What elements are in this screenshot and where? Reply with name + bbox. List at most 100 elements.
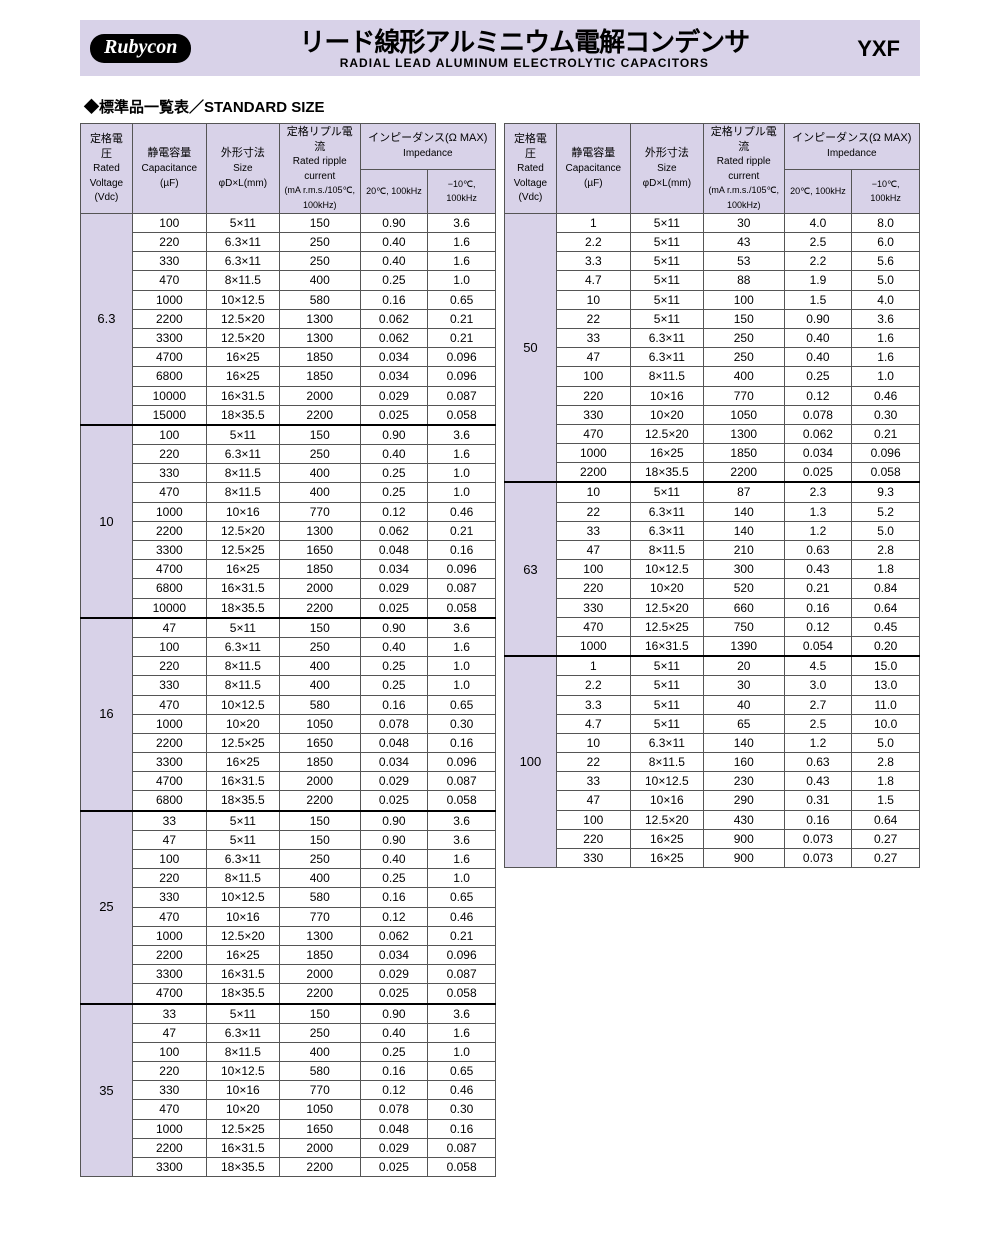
size-cell: 5×11 bbox=[630, 309, 703, 328]
ripple-cell: 1650 bbox=[279, 1119, 360, 1138]
ripple-cell: 1850 bbox=[703, 444, 784, 463]
size-cell: 6.3×11 bbox=[630, 733, 703, 752]
cap-cell: 3.3 bbox=[556, 695, 630, 714]
imp20-cell: 0.029 bbox=[360, 1138, 428, 1157]
size-cell: 10×12.5 bbox=[206, 888, 279, 907]
ripple-cell: 2200 bbox=[279, 598, 360, 618]
cap-cell: 22 bbox=[556, 502, 630, 521]
ripple-cell: 65 bbox=[703, 714, 784, 733]
size-cell: 5×11 bbox=[206, 425, 279, 445]
cap-cell: 330 bbox=[132, 464, 206, 483]
imp-10-cell: 0.30 bbox=[852, 405, 920, 424]
imp20-cell: 0.43 bbox=[784, 560, 852, 579]
imp20-cell: 0.63 bbox=[784, 541, 852, 560]
cap-cell: 220 bbox=[556, 579, 630, 598]
size-cell: 6.3×11 bbox=[206, 252, 279, 271]
imp20-cell: 0.048 bbox=[360, 541, 428, 560]
cap-cell: 1000 bbox=[556, 636, 630, 656]
col-capacitance: 静電容量Capacitance(µF) bbox=[556, 123, 630, 213]
cap-cell: 10 bbox=[556, 482, 630, 502]
ripple-cell: 2000 bbox=[279, 579, 360, 598]
imp20-cell: 2.7 bbox=[784, 695, 852, 714]
cap-cell: 2200 bbox=[132, 945, 206, 964]
cap-cell: 47 bbox=[556, 541, 630, 560]
imp-10-cell: 5.0 bbox=[852, 521, 920, 540]
size-cell: 10×16 bbox=[630, 791, 703, 810]
ripple-cell: 400 bbox=[703, 367, 784, 386]
imp-10-cell: 1.0 bbox=[428, 483, 496, 502]
imp20-cell: 0.40 bbox=[360, 233, 428, 252]
imp-10-cell: 0.21 bbox=[428, 521, 496, 540]
imp-10-cell: 3.6 bbox=[428, 1004, 496, 1024]
imp20-cell: 0.25 bbox=[360, 869, 428, 888]
imp20-cell: 0.90 bbox=[360, 830, 428, 849]
imp20-cell: 0.25 bbox=[360, 657, 428, 676]
imp20-cell: 0.16 bbox=[784, 598, 852, 617]
size-cell: 16×25 bbox=[630, 849, 703, 868]
size-cell: 16×25 bbox=[206, 945, 279, 964]
cap-cell: 3.3 bbox=[556, 252, 630, 271]
ripple-cell: 770 bbox=[279, 907, 360, 926]
imp-10-cell: 0.087 bbox=[428, 1138, 496, 1157]
cap-cell: 15000 bbox=[132, 405, 206, 425]
cap-cell: 470 bbox=[132, 907, 206, 926]
imp20-cell: 0.054 bbox=[784, 636, 852, 656]
size-cell: 16×31.5 bbox=[630, 636, 703, 656]
imp-10-cell: 3.6 bbox=[428, 618, 496, 638]
size-cell: 18×35.5 bbox=[206, 405, 279, 425]
size-cell: 16×25 bbox=[206, 753, 279, 772]
imp-10-cell: 0.30 bbox=[428, 1100, 496, 1119]
ripple-cell: 1650 bbox=[279, 733, 360, 752]
ripple-cell: 400 bbox=[279, 1042, 360, 1061]
cap-cell: 33 bbox=[132, 1004, 206, 1024]
imp20-cell: 0.073 bbox=[784, 849, 852, 868]
ripple-cell: 250 bbox=[279, 850, 360, 869]
voltage-cell: 63 bbox=[505, 482, 557, 656]
section-title: ◆標準品一覧表／STANDARD SIZE bbox=[84, 96, 920, 117]
imp-10-cell: 11.0 bbox=[852, 695, 920, 714]
cap-cell: 330 bbox=[132, 888, 206, 907]
voltage-cell: 10 bbox=[81, 425, 133, 618]
cap-cell: 2200 bbox=[132, 733, 206, 752]
size-cell: 18×35.5 bbox=[206, 598, 279, 618]
ripple-cell: 2000 bbox=[279, 772, 360, 791]
cap-cell: 33 bbox=[556, 521, 630, 540]
ripple-cell: 2200 bbox=[703, 463, 784, 483]
size-cell: 5×11 bbox=[206, 811, 279, 831]
imp-10-cell: 10.0 bbox=[852, 714, 920, 733]
ripple-cell: 20 bbox=[703, 656, 784, 676]
imp-10-cell: 1.6 bbox=[428, 252, 496, 271]
cap-cell: 4700 bbox=[132, 560, 206, 579]
size-cell: 12.5×20 bbox=[206, 521, 279, 540]
imp-10-cell: 0.27 bbox=[852, 849, 920, 868]
imp20-cell: 0.12 bbox=[360, 1081, 428, 1100]
ripple-cell: 1850 bbox=[279, 560, 360, 579]
ripple-cell: 2200 bbox=[279, 791, 360, 811]
imp20-cell: 0.048 bbox=[360, 733, 428, 752]
imp-10-cell: 8.0 bbox=[852, 213, 920, 232]
imp20-cell: 0.029 bbox=[360, 772, 428, 791]
size-cell: 16×31.5 bbox=[206, 386, 279, 405]
size-cell: 6.3×11 bbox=[630, 328, 703, 347]
imp20-cell: 0.029 bbox=[360, 386, 428, 405]
size-cell: 6.3×11 bbox=[206, 637, 279, 656]
imp20-cell: 0.90 bbox=[784, 309, 852, 328]
imp-10-cell: 1.8 bbox=[852, 772, 920, 791]
imp20-cell: 0.12 bbox=[360, 907, 428, 926]
ripple-cell: 1300 bbox=[279, 926, 360, 945]
size-cell: 8×11.5 bbox=[630, 753, 703, 772]
imp-10-cell: 1.0 bbox=[428, 464, 496, 483]
size-cell: 8×11.5 bbox=[206, 271, 279, 290]
cap-cell: 2200 bbox=[132, 521, 206, 540]
imp-10-cell: 0.21 bbox=[428, 926, 496, 945]
size-cell: 5×11 bbox=[630, 233, 703, 252]
imp-10-cell: 0.30 bbox=[428, 714, 496, 733]
imp-10-cell: 0.096 bbox=[428, 753, 496, 772]
ripple-cell: 88 bbox=[703, 271, 784, 290]
cap-cell: 10000 bbox=[132, 386, 206, 405]
size-cell: 8×11.5 bbox=[206, 676, 279, 695]
ripple-cell: 750 bbox=[703, 617, 784, 636]
imp-10-cell: 5.6 bbox=[852, 252, 920, 271]
imp20-cell: 1.5 bbox=[784, 290, 852, 309]
ripple-cell: 1050 bbox=[279, 1100, 360, 1119]
